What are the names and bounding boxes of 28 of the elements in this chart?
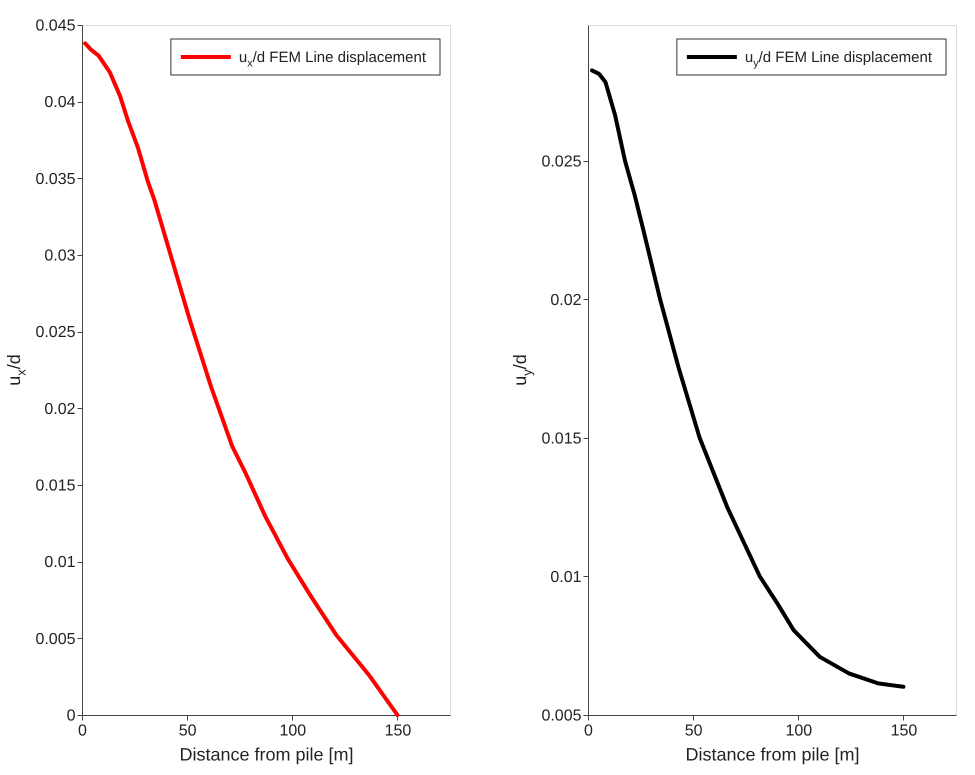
x-axis-title: Distance from pile [m] bbox=[179, 744, 354, 764]
y-tick-label: 0.01 bbox=[550, 568, 582, 586]
line-series bbox=[590, 68, 906, 689]
x-tick-label: 100 bbox=[785, 722, 812, 740]
x-tick-label: 150 bbox=[890, 722, 918, 740]
x-tick-label: 0 bbox=[584, 722, 594, 740]
x-axis-title: Distance from pile [m] bbox=[685, 744, 860, 764]
y-tick-label: 0.035 bbox=[35, 170, 76, 188]
y-tick-label: 0.015 bbox=[541, 430, 582, 448]
y-tick-label: 0.04 bbox=[44, 94, 76, 112]
y-axis-title: ux/d bbox=[4, 354, 28, 386]
y-tick-label: 0.025 bbox=[541, 153, 582, 170]
y-axis-title: uy/d bbox=[510, 354, 534, 386]
y-tick-label: 0.015 bbox=[35, 478, 76, 494]
y-tick-label: 0.005 bbox=[35, 630, 76, 648]
y-tick-label: 0.02 bbox=[550, 292, 582, 309]
y-tick-label: 0.01 bbox=[44, 554, 76, 572]
x-tick-label: 150 bbox=[384, 722, 412, 740]
y-tick-label: 0.025 bbox=[35, 324, 76, 342]
y-tick-label: 0 bbox=[66, 708, 76, 724]
x-tick-label: 0 bbox=[78, 722, 88, 740]
y-tick-label: 0.005 bbox=[541, 708, 582, 724]
y-tick-label: 0.03 bbox=[44, 248, 76, 264]
x-tick-label: 100 bbox=[279, 722, 306, 740]
y-tick-label: 0.045 bbox=[35, 18, 76, 34]
x-tick-label: 50 bbox=[684, 722, 703, 740]
x-tick-label: 50 bbox=[178, 722, 197, 740]
y-tick-label: 0.02 bbox=[44, 400, 76, 418]
